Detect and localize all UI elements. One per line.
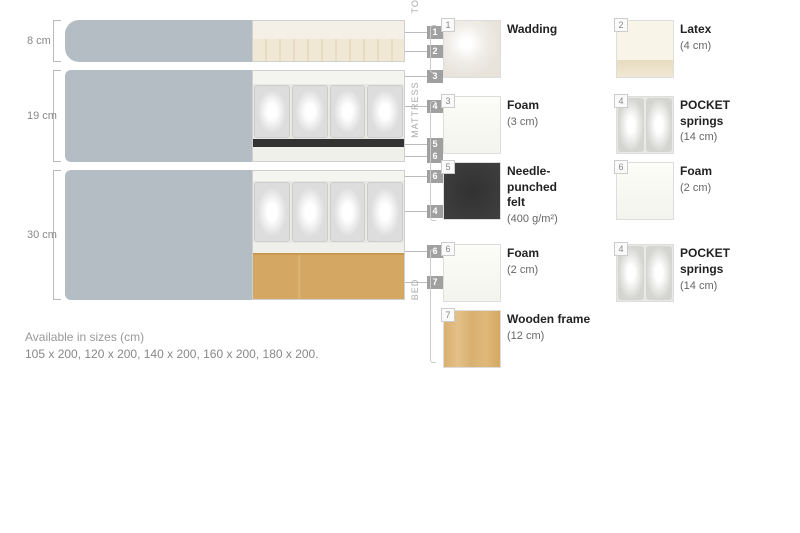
material-label: POCKETsprings(14 cm) xyxy=(680,96,730,154)
legend-row: 7 Wooden frame(12 cm) xyxy=(443,310,785,368)
legend-item: 6 Foam(2 cm) xyxy=(616,162,781,226)
legend-group: MATTRESS3Foam(3 cm)4POCKETsprings(14 cm)… xyxy=(415,96,785,226)
legend-item: 7 Wooden frame(12 cm) xyxy=(443,310,608,368)
material-label: POCKETsprings(14 cm) xyxy=(680,244,730,302)
swatch-number: 3 xyxy=(441,94,455,108)
material-label: Foam(2 cm) xyxy=(507,244,539,302)
legend-item: 5 Needle-punchedfelt(400 g/m²) xyxy=(443,162,608,226)
dimension-label: 30 cm xyxy=(27,229,57,241)
material-label: Wooden frame(12 cm) xyxy=(507,310,590,368)
material-label: Foam(2 cm) xyxy=(680,162,712,226)
dimension-label: 19 cm xyxy=(27,110,57,122)
material-label: Foam(3 cm) xyxy=(507,96,539,154)
dimension-bracket xyxy=(53,20,61,62)
group-label: BED xyxy=(410,279,420,301)
section-top-mattress: 12 xyxy=(65,20,405,62)
legend-item: 6 Foam(2 cm) xyxy=(443,244,608,302)
materials-legend: TOP MATTRESS1Wadding2Latex(4 cm)MATTRESS… xyxy=(415,20,785,386)
swatch-number: 6 xyxy=(614,160,628,174)
material-label: Needle-punchedfelt(400 g/m²) xyxy=(507,162,558,226)
legend-row: 6 Foam(2 cm) 4 POCKETsprings(14 cm) xyxy=(443,244,785,302)
legend-group: TOP MATTRESS1Wadding2Latex(4 cm) xyxy=(415,20,785,78)
swatch-number: 7 xyxy=(441,308,455,322)
legend-row: 5 Needle-punchedfelt(400 g/m²) 6 Foam(2 cm) xyxy=(443,162,785,226)
swatch-number: 4 xyxy=(614,94,628,108)
legend-row: 3 Foam(3 cm) 4 POCKETsprings(14 cm) xyxy=(443,96,785,154)
legend-group: BED6Foam(2 cm)4POCKETsprings(14 cm)7Wood… xyxy=(415,244,785,368)
swatch-number: 1 xyxy=(441,18,455,32)
section-bed: 6467 xyxy=(65,170,405,300)
section-mattress: 3456 xyxy=(65,70,405,162)
swatch-number: 5 xyxy=(441,160,455,174)
legend-item: 3 Foam(3 cm) xyxy=(443,96,608,154)
legend-item: 4 POCKETsprings(14 cm) xyxy=(616,96,781,154)
dimension-label: 8 cm xyxy=(27,35,51,47)
legend-item: 4 POCKETsprings(14 cm) xyxy=(616,244,781,302)
mattress-infographic: 8 cm19 cm30 cm 12 3456 xyxy=(0,0,800,406)
sizes-list: 105 x 200, 120 x 200, 140 x 200, 160 x 2… xyxy=(25,347,405,361)
legend-row: 1 Wadding 2 Latex(4 cm) xyxy=(443,20,785,78)
group-label: MATTRESS xyxy=(410,82,420,138)
sizes-title: Available in sizes (cm) xyxy=(25,330,405,344)
group-label: TOP MATTRESS xyxy=(410,0,420,13)
material-label: Wadding xyxy=(507,20,557,78)
legend-item: 1 Wadding xyxy=(443,20,608,78)
available-sizes: Available in sizes (cm) 105 x 200, 120 x… xyxy=(25,330,405,361)
legend-item: 2 Latex(4 cm) xyxy=(616,20,781,78)
material-label: Latex(4 cm) xyxy=(680,20,711,78)
swatch-number: 4 xyxy=(614,242,628,256)
swatch-number: 6 xyxy=(441,242,455,256)
cross-section-diagram: 8 cm 19 cm 30 cm 12 3456 xyxy=(15,20,405,386)
swatch-number: 2 xyxy=(614,18,628,32)
